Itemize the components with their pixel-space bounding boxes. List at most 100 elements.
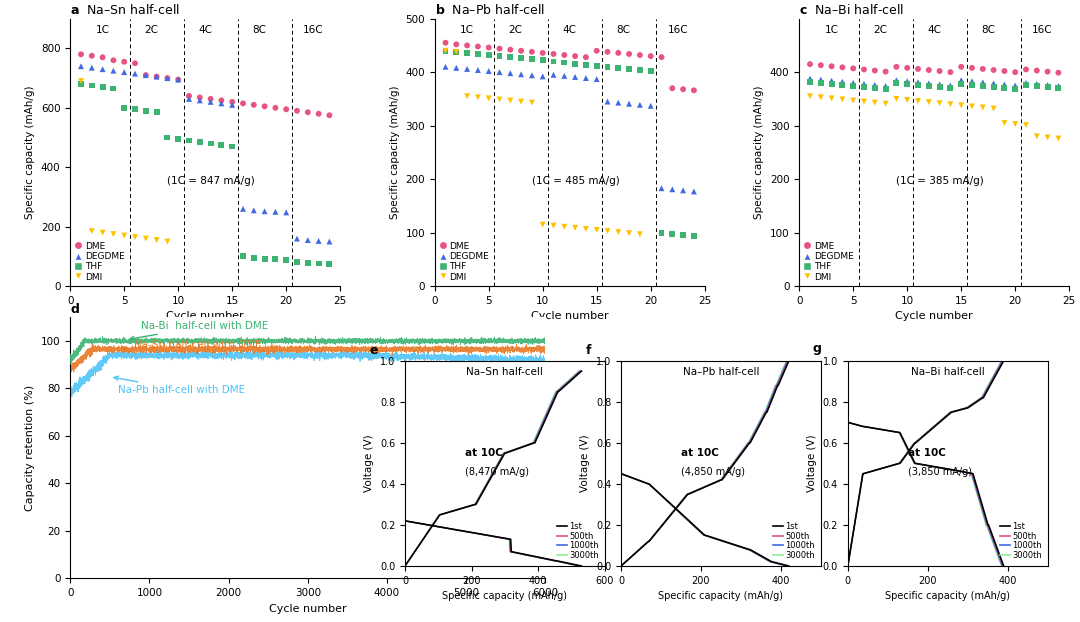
Point bbox=[1039, 82, 1056, 92]
Point bbox=[598, 47, 616, 57]
Text: 16C: 16C bbox=[1031, 26, 1053, 35]
Point bbox=[963, 101, 981, 111]
Text: at 10C: at 10C bbox=[907, 448, 946, 458]
Point bbox=[674, 185, 692, 195]
Legend: DME, DEGDME, THF, DMI: DME, DEGDME, THF, DMI bbox=[440, 241, 489, 282]
Point bbox=[1028, 81, 1045, 91]
Text: 1C: 1C bbox=[825, 26, 838, 35]
Text: 8C: 8C bbox=[617, 26, 631, 35]
Point bbox=[234, 98, 252, 108]
Point bbox=[855, 79, 873, 89]
Point bbox=[899, 77, 916, 86]
Point bbox=[535, 55, 552, 65]
Point bbox=[502, 52, 519, 62]
Text: $\mathbf{d}$: $\mathbf{d}$ bbox=[70, 302, 80, 316]
Point bbox=[663, 184, 681, 194]
Point bbox=[116, 67, 133, 77]
Point bbox=[524, 54, 541, 64]
Point bbox=[686, 85, 703, 95]
Point bbox=[437, 46, 455, 56]
Point bbox=[535, 72, 552, 81]
Point bbox=[83, 63, 100, 73]
Text: at 10C: at 10C bbox=[464, 448, 503, 458]
Text: 16C: 16C bbox=[667, 26, 688, 35]
Point bbox=[823, 79, 840, 89]
Point bbox=[823, 62, 840, 72]
Point bbox=[545, 221, 563, 231]
Text: (1C = 385 mA/g): (1C = 385 mA/g) bbox=[896, 177, 984, 187]
Point bbox=[137, 106, 154, 116]
Point bbox=[632, 50, 649, 60]
Point bbox=[502, 96, 519, 106]
Point bbox=[437, 62, 455, 72]
Point bbox=[888, 94, 905, 104]
Point bbox=[620, 228, 637, 238]
Text: 4C: 4C bbox=[928, 26, 941, 35]
Point bbox=[513, 53, 530, 63]
Point bbox=[288, 258, 306, 267]
Text: 8C: 8C bbox=[253, 26, 266, 35]
Point bbox=[524, 98, 541, 108]
Point bbox=[985, 82, 1002, 92]
Point bbox=[137, 70, 154, 80]
Point bbox=[245, 100, 262, 110]
Point bbox=[213, 95, 230, 105]
Point bbox=[524, 47, 541, 57]
Point bbox=[801, 59, 819, 69]
Point bbox=[985, 78, 1002, 88]
Point bbox=[267, 254, 284, 264]
Text: 16C: 16C bbox=[302, 26, 324, 35]
Point bbox=[437, 46, 455, 56]
Point bbox=[180, 136, 198, 146]
Point bbox=[812, 78, 829, 88]
Point bbox=[942, 100, 959, 109]
Point bbox=[170, 75, 187, 85]
Point bbox=[267, 207, 284, 217]
Point bbox=[459, 40, 476, 50]
Point bbox=[191, 95, 208, 105]
Point bbox=[278, 208, 295, 218]
Point bbox=[1028, 79, 1045, 89]
Point bbox=[1050, 81, 1067, 91]
Point bbox=[502, 45, 519, 55]
Point bbox=[148, 107, 165, 117]
Point bbox=[459, 48, 476, 58]
Point bbox=[126, 68, 144, 78]
Point bbox=[953, 75, 970, 85]
Point bbox=[545, 57, 563, 67]
Point bbox=[535, 48, 552, 58]
Point bbox=[191, 93, 208, 103]
Point bbox=[823, 93, 840, 103]
Point bbox=[1028, 65, 1045, 75]
X-axis label: Cycle number: Cycle number bbox=[895, 312, 973, 322]
Point bbox=[942, 67, 959, 77]
Point bbox=[94, 52, 111, 62]
Point bbox=[1017, 65, 1035, 75]
Y-axis label: Capacity retention (%): Capacity retention (%) bbox=[25, 385, 36, 511]
Text: 4C: 4C bbox=[199, 26, 212, 35]
Point bbox=[224, 141, 241, 151]
Point bbox=[321, 110, 338, 120]
Text: $\mathbf{b}$  Na–Pb half-cell: $\mathbf{b}$ Na–Pb half-cell bbox=[435, 4, 544, 17]
Point bbox=[931, 80, 948, 90]
Point bbox=[1017, 80, 1035, 90]
Point bbox=[1007, 85, 1024, 95]
Point bbox=[448, 63, 465, 73]
Point bbox=[470, 49, 487, 59]
Point bbox=[470, 92, 487, 102]
Point bbox=[180, 94, 198, 104]
Point bbox=[170, 75, 187, 85]
Point bbox=[812, 92, 829, 102]
Point bbox=[72, 49, 90, 59]
Y-axis label: Voltage (V): Voltage (V) bbox=[580, 435, 591, 492]
Point bbox=[481, 66, 498, 76]
Point bbox=[963, 77, 981, 86]
X-axis label: Specific capacity (mAh/g): Specific capacity (mAh/g) bbox=[886, 592, 1010, 601]
Point bbox=[256, 207, 273, 216]
Point bbox=[877, 81, 894, 91]
Point bbox=[845, 96, 862, 106]
Point bbox=[105, 55, 122, 65]
Point bbox=[459, 64, 476, 74]
Point bbox=[855, 82, 873, 92]
Point bbox=[866, 65, 883, 75]
